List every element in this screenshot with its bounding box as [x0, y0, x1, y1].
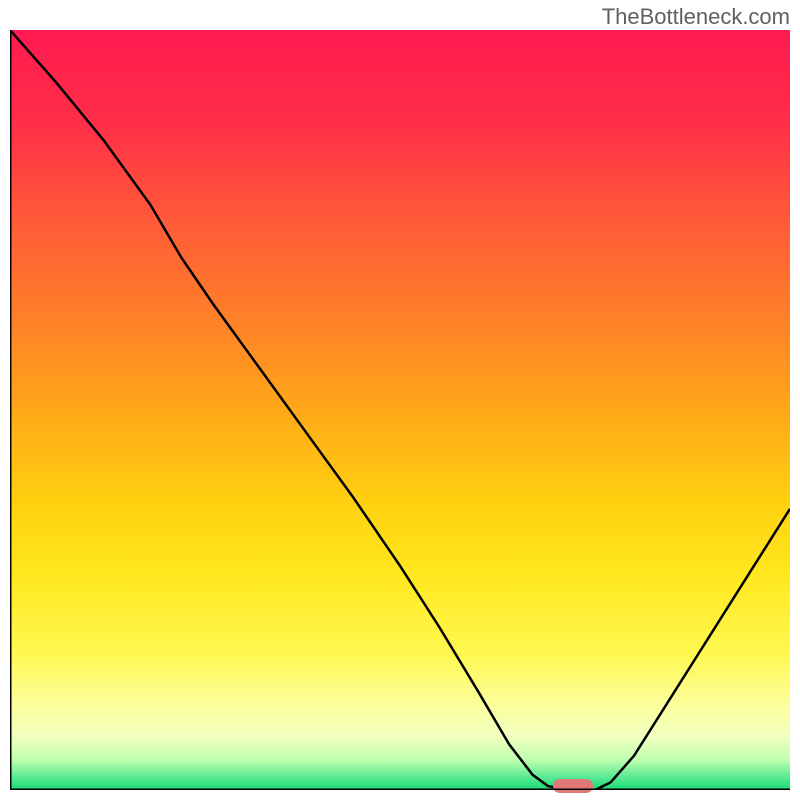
plot-area — [10, 30, 790, 790]
watermark-text: TheBottleneck.com — [602, 4, 790, 30]
axes — [10, 30, 790, 790]
